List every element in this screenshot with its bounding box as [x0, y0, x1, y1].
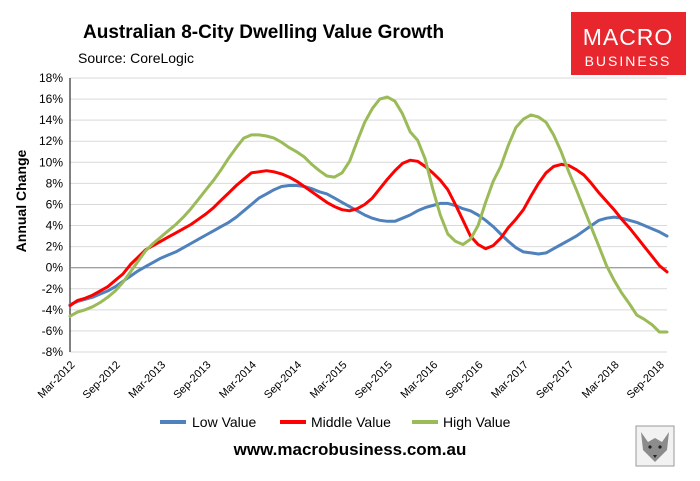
logo-background	[571, 12, 686, 75]
y-tick-labels: -8% -6% -4% -2% 0% 2% 4% 6% 8% 10% 12% 14% 16% 18%	[39, 71, 63, 359]
legend-item-middle: Middle Value	[280, 414, 391, 430]
y-tick-label: 12%	[39, 134, 63, 148]
footer-url: www.macrobusiness.com.au	[233, 440, 467, 459]
x-tick-label: Mar-2015	[308, 359, 350, 401]
x-tick-labels: Mar-2012 Sep-2012 Mar-2013 Sep-2013 Mar-2014…	[36, 359, 667, 401]
series-line-high	[68, 95, 669, 334]
x-tick-label: Mar-2014	[217, 359, 259, 401]
brand-logo: MACRO BUSINESS	[571, 12, 686, 75]
x-tick-label: Sep-2017	[534, 359, 576, 401]
legend: Low Value Middle Value High Value	[160, 414, 511, 430]
legend-label-low: Low Value	[192, 414, 257, 430]
legend-label-high: High Value	[443, 414, 511, 430]
y-tick-label: 4%	[46, 219, 64, 233]
y-tick-label: -4%	[42, 303, 64, 317]
x-tick-label: Mar-2012	[36, 359, 78, 401]
series-layer	[68, 95, 669, 334]
legend-item-high: High Value	[412, 414, 511, 430]
x-tick-label: Mar-2016	[399, 359, 441, 401]
series-line-middle	[68, 158, 669, 308]
x-tick-label: Mar-2013	[126, 359, 168, 401]
x-tick-label: Sep-2014	[262, 359, 304, 401]
y-tick-label: 0%	[46, 261, 64, 275]
y-tick-label: -2%	[42, 282, 64, 296]
x-tick-label: Sep-2013	[171, 359, 213, 401]
y-tick-label: 6%	[46, 197, 64, 211]
x-tick-label: Sep-2016	[443, 359, 485, 401]
y-tick-label: -6%	[42, 324, 64, 338]
x-tick-label: Sep-2015	[353, 359, 395, 401]
y-tick-label: 8%	[46, 176, 64, 190]
y-tick-label: 14%	[39, 113, 63, 127]
x-tick-label: Sep-2012	[81, 359, 123, 401]
y-axis-label: Annual Change	[13, 149, 29, 252]
series-line-low	[68, 184, 669, 307]
y-tick-label: -8%	[42, 345, 64, 359]
legend-item-low: Low Value	[160, 414, 257, 430]
x-tick-label: Mar-2017	[489, 359, 531, 401]
x-tick-label: Sep-2018	[625, 359, 667, 401]
y-tick-label: 10%	[39, 155, 63, 169]
logo-line2: BUSINESS	[585, 53, 672, 69]
chart-title: Australian 8-City Dwelling Value Growth	[83, 22, 444, 43]
y-tick-label: 18%	[39, 71, 63, 85]
chart-subtitle: Source: CoreLogic	[78, 50, 194, 66]
grid-layer	[70, 77, 667, 353]
y-tick-label: 16%	[39, 92, 63, 106]
x-tick-label: Mar-2018	[580, 359, 622, 401]
legend-label-middle: Middle Value	[311, 414, 391, 430]
logo-line1: MACRO	[583, 24, 674, 50]
wolf-icon	[635, 425, 675, 467]
y-tick-label: 2%	[46, 240, 64, 254]
